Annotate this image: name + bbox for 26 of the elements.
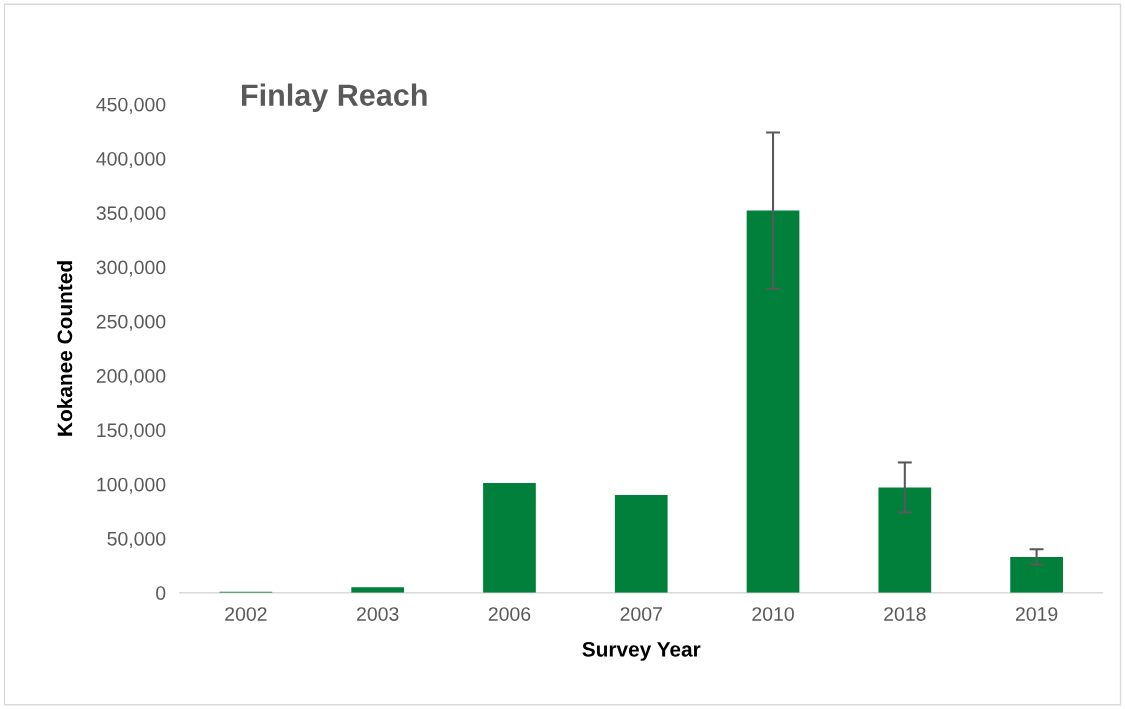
bar [746, 210, 800, 593]
y-tick-label: 0 [156, 586, 166, 600]
chart-title: Finlay Reach [242, 83, 427, 112]
bar [483, 483, 536, 593]
y-tick-label: 300,000 [96, 260, 166, 277]
bar [878, 487, 932, 593]
y-tick-label: 250,000 [96, 314, 166, 331]
y-tick-label: 50,000 [107, 531, 166, 548]
y-axis-title: Kokanee Counted [56, 261, 73, 436]
x-axis-title: Survey Year [582, 641, 701, 661]
x-tick-label: 2002 [225, 607, 267, 621]
y-tick-label: 200,000 [96, 369, 166, 386]
x-tick-label: 2006 [488, 607, 531, 621]
x-tick-label: 2018 [884, 607, 926, 621]
x-tick-label: 2003 [357, 607, 399, 621]
y-tick-label: 450,000 [96, 97, 166, 114]
bar [351, 587, 405, 593]
x-tick-label: 2010 [752, 607, 794, 621]
y-tick-label: 400,000 [96, 151, 166, 169]
y-tick-label: 100,000 [97, 477, 166, 494]
bar [614, 495, 668, 593]
y-tick-label: 150,000 [97, 423, 166, 440]
x-tick-label: 2019 [1015, 607, 1058, 621]
bar [1010, 556, 1063, 593]
y-tick-label: 350,000 [96, 206, 166, 223]
x-tick-label: 2007 [620, 607, 662, 621]
